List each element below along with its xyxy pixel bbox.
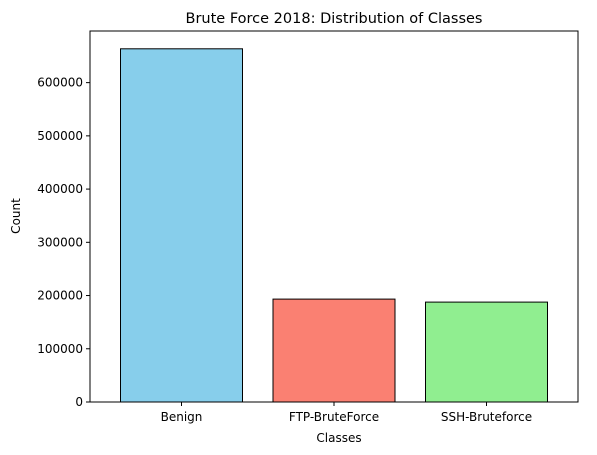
y-axis-ticks: 0 100000 200000 300000 400000 500000 600000 (37, 76, 90, 409)
y-tick-label: 200000 (37, 289, 83, 303)
chart-title: Brute Force 2018: Distribution of Classe… (186, 11, 483, 27)
x-axis-label: Classes (316, 431, 361, 445)
y-tick-label: 400000 (37, 182, 83, 196)
y-tick-label: 0 (75, 395, 83, 409)
y-tick-label: 500000 (37, 129, 83, 143)
x-axis-ticks: Benign FTP-BruteForce SSH-Bruteforce (161, 402, 532, 424)
y-tick-label: 300000 (37, 235, 83, 249)
y-tick-label: 100000 (37, 342, 83, 356)
bar-ssh-bruteforce (425, 301, 548, 403)
y-axis-label: Count (9, 198, 23, 234)
x-tick-label: SSH-Bruteforce (441, 410, 532, 424)
y-tick-label: 600000 (37, 76, 83, 90)
bars-group (120, 48, 548, 403)
bar-benign (120, 48, 243, 403)
bar-ftp-bruteforce (272, 298, 396, 403)
x-tick-label: Benign (161, 410, 203, 424)
plot-frame (89, 30, 579, 403)
x-tick-label: FTP-BruteForce (289, 410, 379, 424)
